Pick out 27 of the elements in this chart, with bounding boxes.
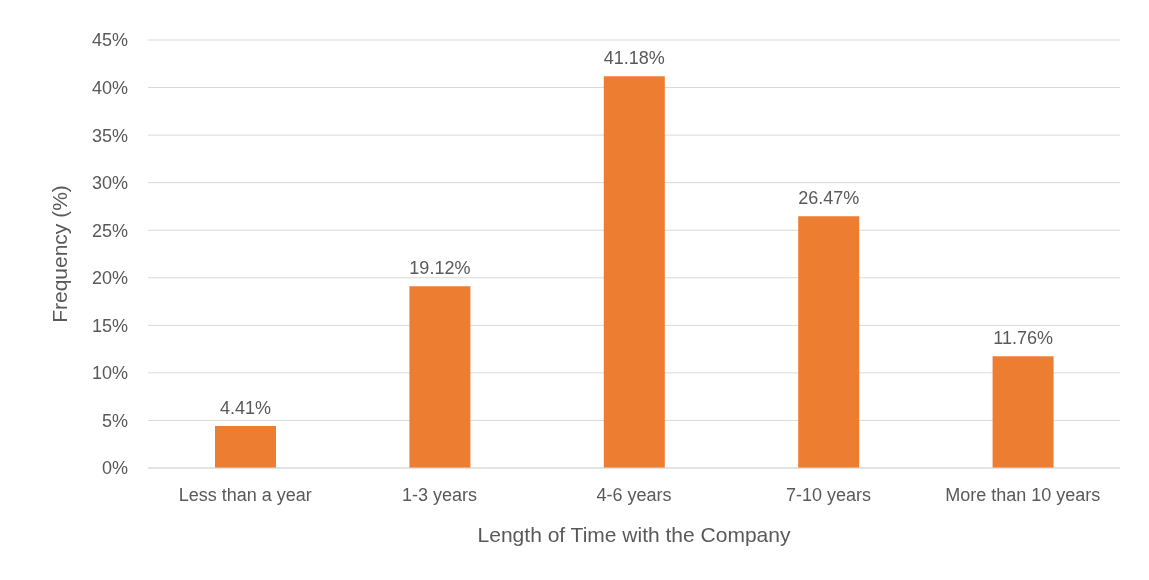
- x-tick-label: Less than a year: [178, 484, 312, 505]
- x-tick-label: More than 10 years: [945, 484, 1101, 505]
- x-axis-title: Length of Time with the Company: [477, 523, 791, 546]
- bar: [409, 286, 471, 468]
- y-tick-label: 40%: [91, 77, 128, 98]
- x-tick-label: 4-6 years: [596, 484, 672, 505]
- y-tick-label: 25%: [91, 220, 128, 241]
- y-tick-label: 20%: [91, 268, 128, 289]
- y-tick-label: 30%: [91, 173, 128, 194]
- y-tick-label: 0%: [101, 458, 128, 479]
- data-label: 26.47%: [798, 188, 860, 209]
- bar: [603, 76, 665, 468]
- data-label: 19.12%: [409, 258, 471, 279]
- x-tick-label: 7-10 years: [785, 484, 871, 505]
- y-tick-label: 5%: [101, 410, 128, 431]
- data-label: 4.41%: [219, 398, 272, 419]
- data-label: 41.18%: [603, 48, 665, 69]
- y-axis-title: Frequency (%): [48, 185, 72, 323]
- y-tick-label: 35%: [91, 125, 128, 146]
- x-tick-label: 1-3 years: [402, 484, 478, 505]
- bar: [992, 356, 1054, 468]
- y-tick-label: 10%: [91, 363, 128, 384]
- y-tick-label: 15%: [91, 315, 128, 336]
- bar: [215, 426, 276, 468]
- bar: [798, 216, 860, 468]
- data-label: 11.76%: [993, 328, 1053, 349]
- y-tick-label: 45%: [91, 30, 128, 51]
